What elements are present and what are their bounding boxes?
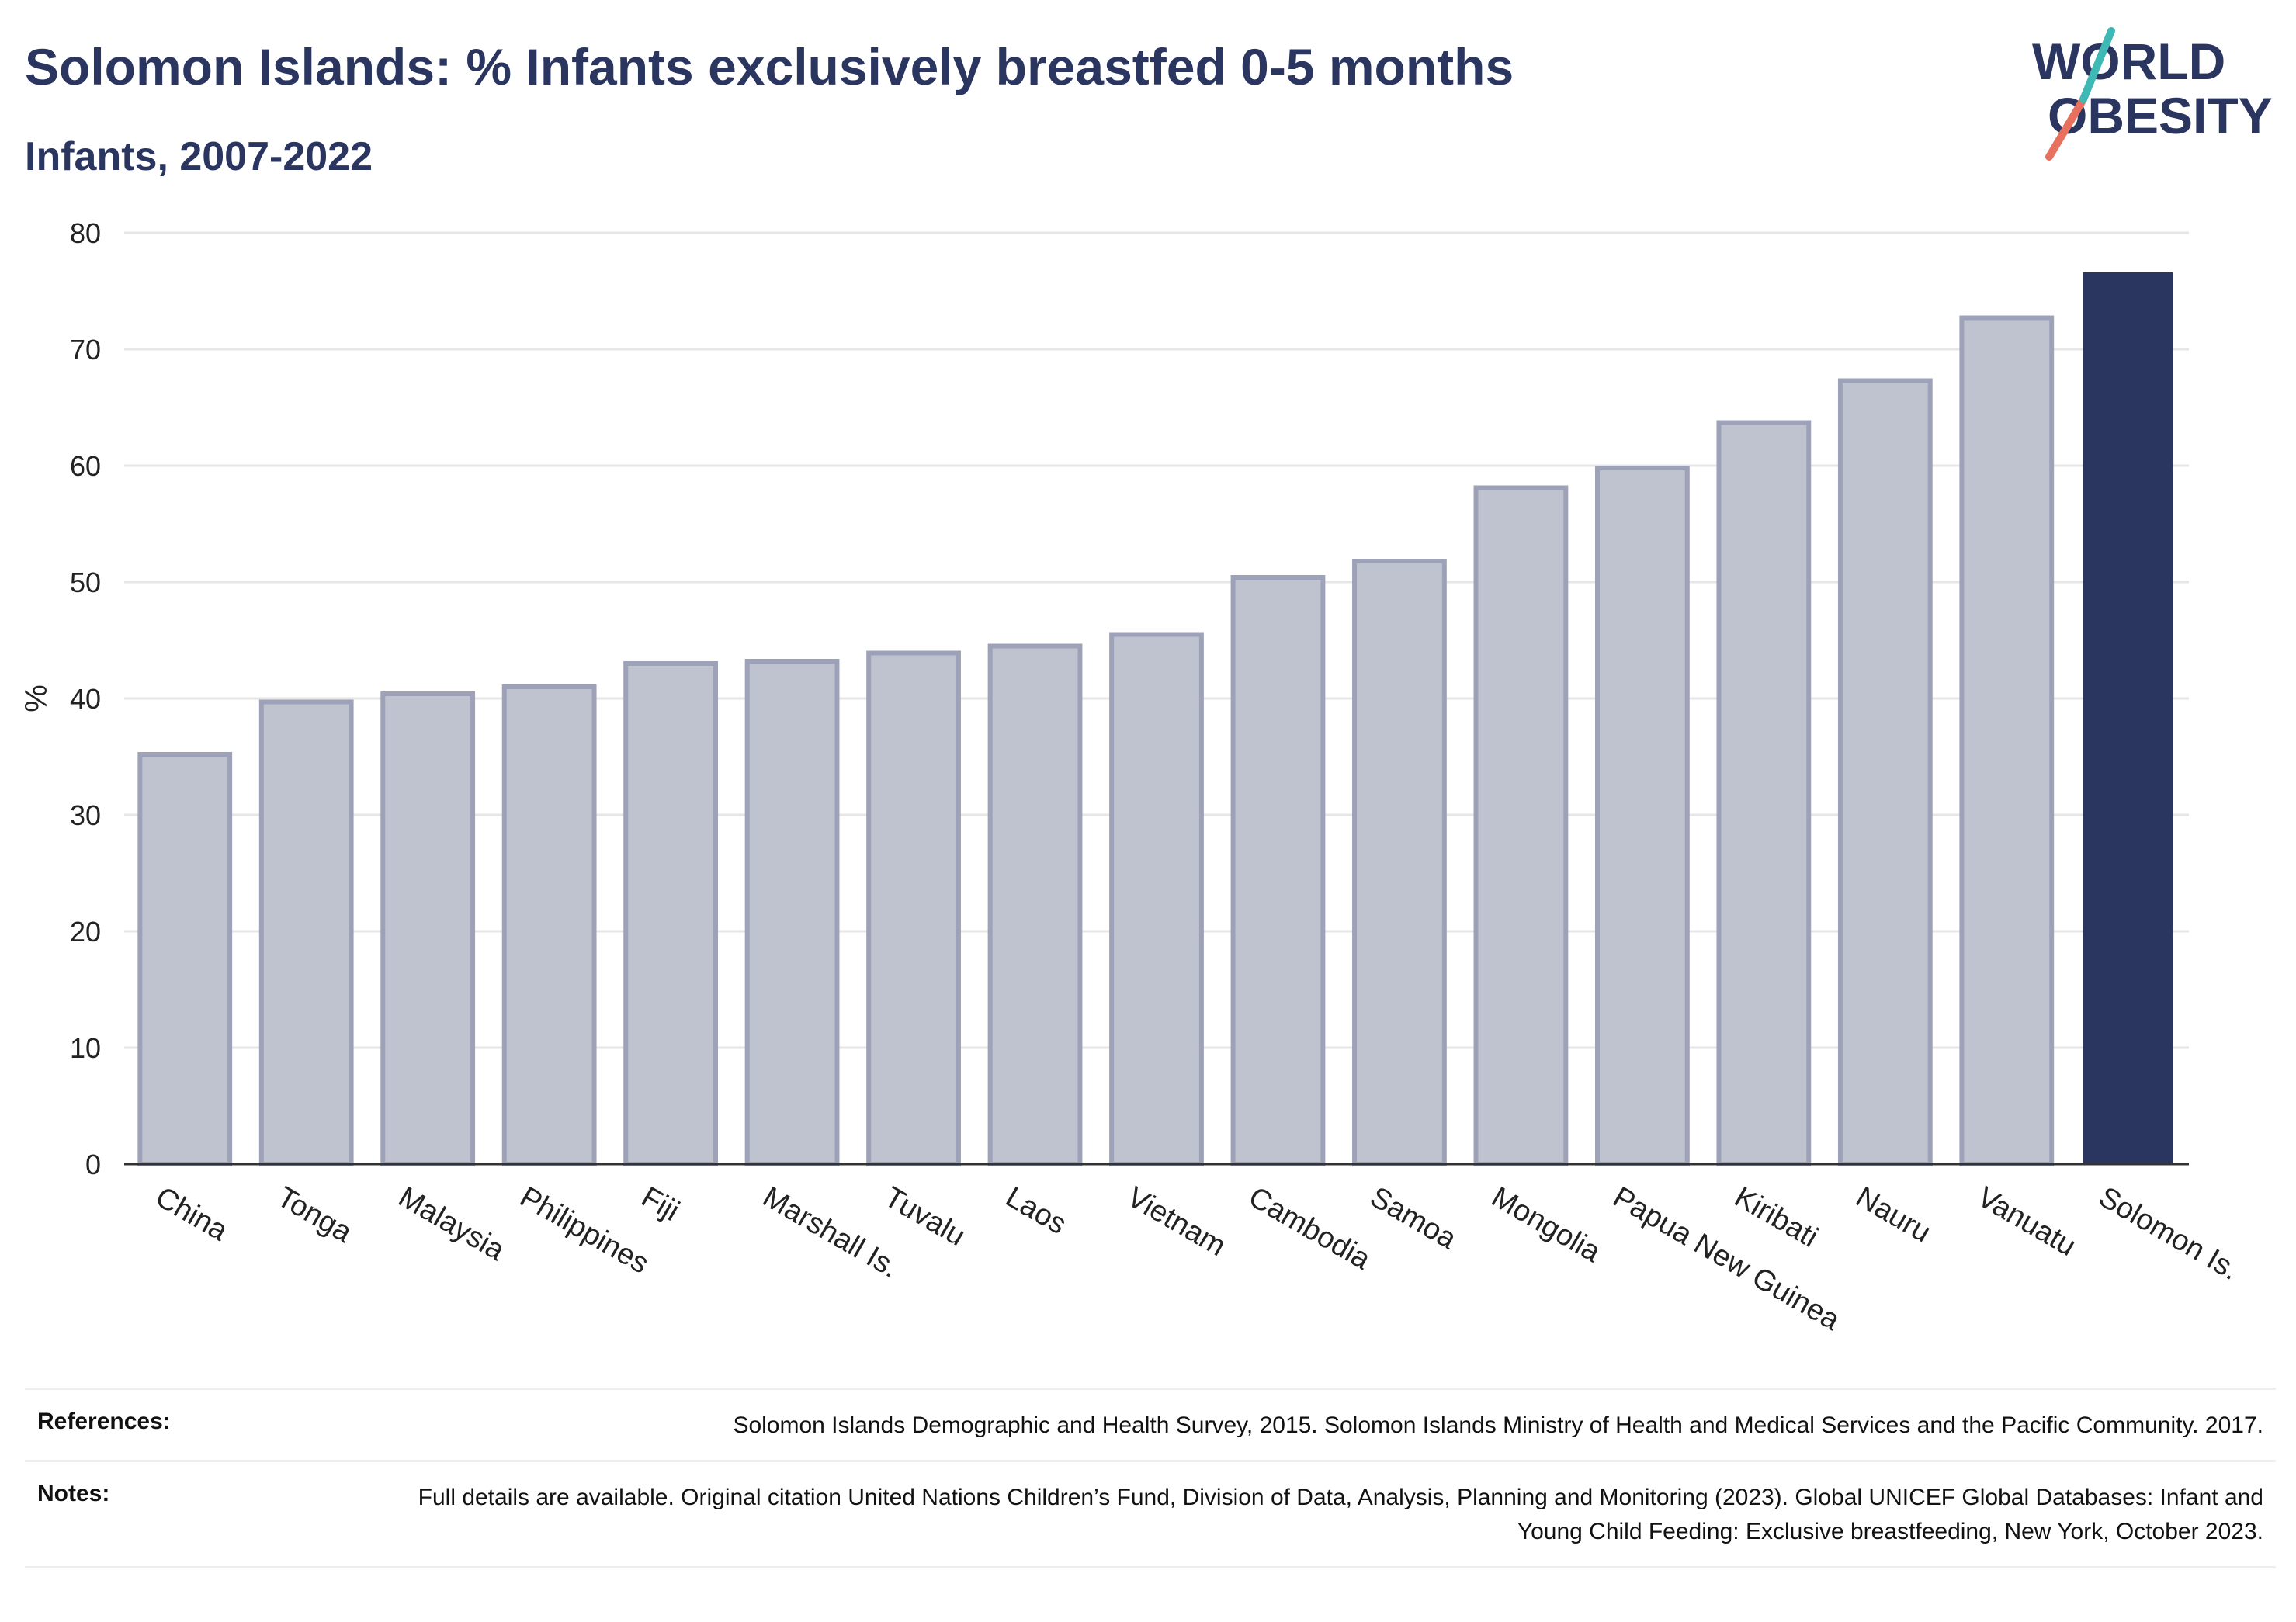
y-tick-label: 70: [70, 334, 101, 366]
references-text: Solomon Islands Demographic and Health S…: [733, 1412, 2263, 1438]
x-tick-label: Solomon Is.: [2093, 1180, 2245, 1287]
x-tick-label: Mongolia: [1486, 1180, 1606, 1269]
y-tick-label: 10: [70, 1032, 101, 1064]
world-obesity-logo: WORLD OBESITY: [2032, 27, 2273, 161]
bar-vanuatu: [1959, 315, 2055, 1166]
bar-samoa: [1352, 559, 1447, 1166]
bar-china: [137, 752, 233, 1166]
bar-mongolia: [1473, 485, 1569, 1166]
notes-text: Full details are available. Original cit…: [418, 1485, 2263, 1544]
notes-label: Notes:: [37, 1481, 110, 1506]
bars: [137, 272, 2173, 1166]
bar-kiribati: [1716, 420, 1812, 1166]
bar-marshall-is: [744, 659, 840, 1166]
x-tick-label: Kiribati: [1729, 1180, 1823, 1253]
x-tick-label: Philippines: [515, 1180, 654, 1280]
y-tick-label: 50: [70, 567, 101, 598]
y-tick-label: 60: [70, 450, 101, 482]
bar-chart: 0 10 20 30 40 50 60 70 80 China Tonga Malaysia Phil…: [19, 217, 2245, 1337]
x-tick-label: Vanuatu: [1972, 1180, 2081, 1263]
logo-word-world: WORLD: [2032, 33, 2225, 90]
x-tick-label: Fiji: [636, 1180, 685, 1228]
references-table: References: Solomon Islands Demographic …: [25, 1388, 2276, 1568]
bar-philippines: [501, 684, 597, 1166]
chart-subtitle: Infants, 2007-2022: [25, 134, 373, 179]
bar-tonga: [258, 699, 354, 1166]
bar-tuvalu: [866, 650, 961, 1166]
x-tick-label: Malaysia: [393, 1180, 511, 1267]
y-tick-label: 40: [70, 683, 101, 715]
bar-papua-new-guinea: [1594, 466, 1690, 1166]
logo-slash-coral: [2045, 95, 2087, 161]
x-tick-label: Tuvalu: [879, 1180, 971, 1253]
notes-row: Notes: Full details are available. Origi…: [25, 1460, 2276, 1568]
x-tick-label: Laos: [1001, 1180, 1072, 1241]
y-tick-label: 80: [70, 217, 101, 249]
x-tick-label: Marshall Is.: [758, 1180, 904, 1284]
x-tick-label: Cambodia: [1243, 1180, 1376, 1276]
y-tick-label: 30: [70, 799, 101, 831]
y-tick-label: 0: [85, 1149, 101, 1180]
bar-cambodia: [1230, 575, 1326, 1166]
bar-laos: [987, 643, 1083, 1166]
x-tick-label: Samoa: [1365, 1180, 1462, 1256]
chart-title: Solomon Islands: % Infants exclusively b…: [25, 38, 1514, 95]
y-axis-label: %: [19, 684, 54, 712]
bar-vietnam: [1109, 632, 1204, 1166]
bar-solomon-is: [2083, 272, 2173, 1164]
references-label: References:: [37, 1409, 171, 1434]
y-axis-ticks: 0 10 20 30 40 50 60 70 80: [70, 217, 101, 1180]
bar-nauru: [1837, 378, 1933, 1166]
x-tick-label: Nauru: [1850, 1180, 1937, 1249]
x-tick-label: Vietnam: [1122, 1180, 1231, 1263]
bar-malaysia: [380, 691, 476, 1166]
y-tick-label: 20: [70, 916, 101, 948]
x-tick-label: Tonga: [272, 1180, 358, 1249]
bar-fiji: [623, 661, 719, 1166]
x-tick-label: China: [150, 1180, 234, 1247]
references-row: References: Solomon Islands Demographic …: [25, 1388, 2276, 1460]
x-tick-label: Papua New Guinea: [1608, 1180, 1846, 1337]
logo-slash-teal: [2079, 27, 2115, 103]
